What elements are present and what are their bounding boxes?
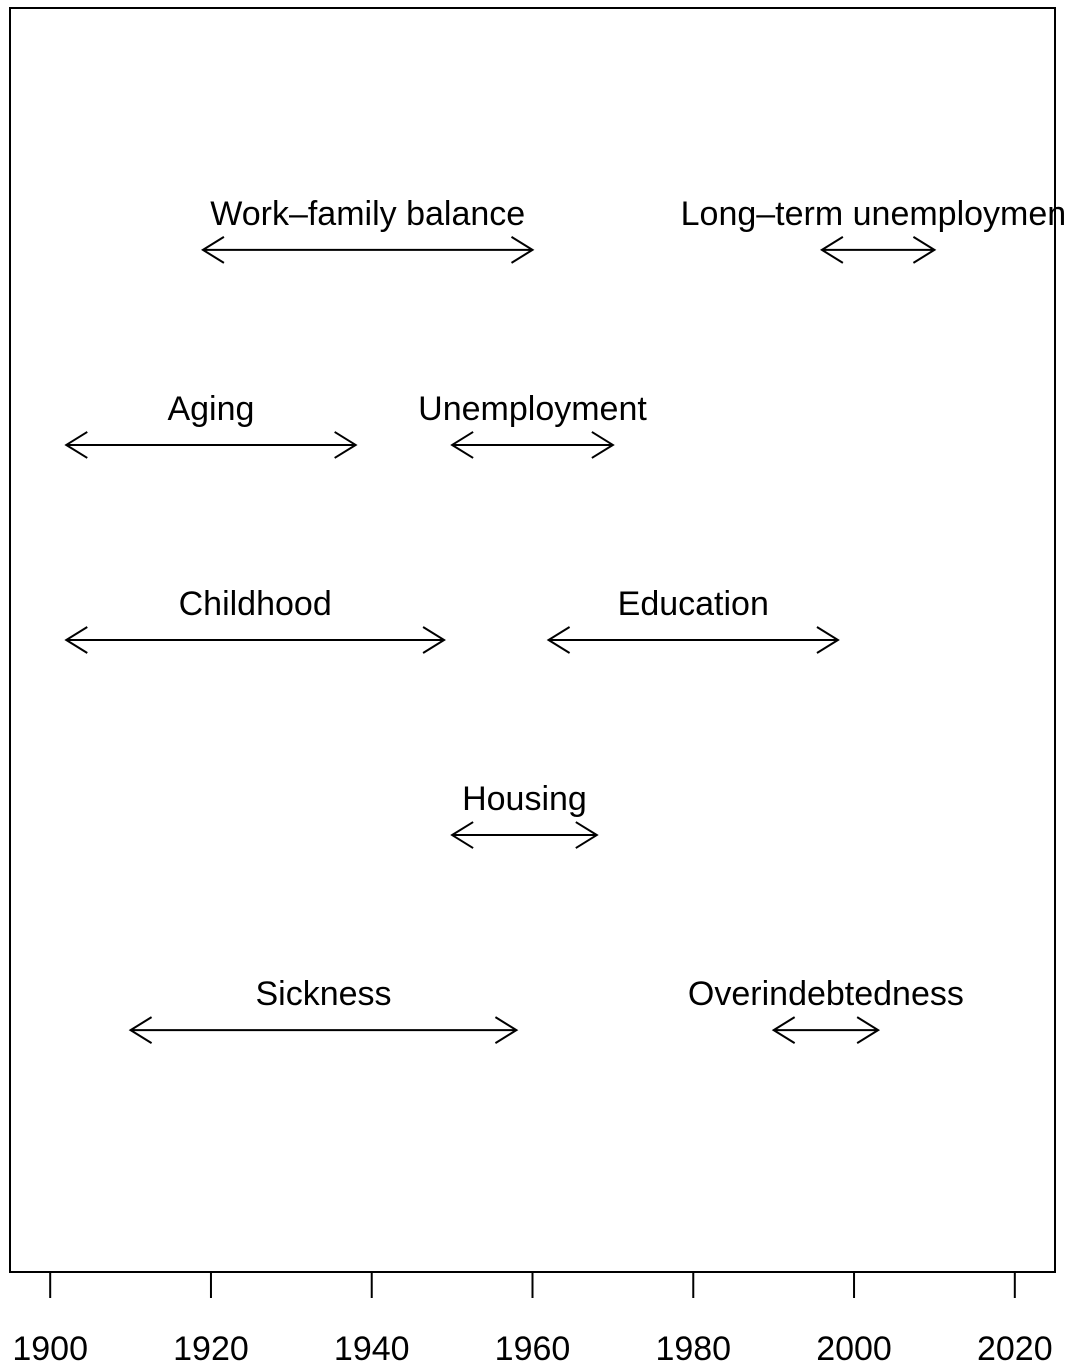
range-label: Housing — [462, 780, 587, 818]
range-label: Overindebtedness — [688, 975, 964, 1013]
arrow-path — [819, 236, 937, 264]
range-arrow — [64, 626, 446, 654]
range-arrow — [819, 236, 937, 264]
range-label: Long–term unemployment — [681, 195, 1065, 233]
x-tick-label: 1920 — [173, 1330, 249, 1368]
x-tick-label: 2020 — [977, 1330, 1053, 1368]
range-arrow — [450, 431, 615, 459]
arrow-path — [450, 821, 599, 849]
range-label: Aging — [167, 390, 254, 428]
x-tick-label: 1900 — [12, 1330, 88, 1368]
arrow-path — [64, 431, 358, 459]
x-tick-label: 2000 — [816, 1330, 892, 1368]
arrow-path — [450, 431, 615, 459]
range-label: Education — [618, 585, 769, 623]
arrow-path — [771, 1016, 881, 1044]
range-label: Work–family balance — [210, 195, 525, 233]
range-label: Unemployment — [418, 390, 647, 428]
range-arrow — [64, 431, 358, 459]
range-arrow — [450, 821, 599, 849]
range-arrow — [201, 236, 535, 264]
x-tick-label: 1940 — [334, 1330, 410, 1368]
range-label: Sickness — [255, 975, 391, 1013]
arrow-path — [128, 1016, 519, 1044]
arrow-path — [64, 626, 446, 654]
range-arrow — [771, 1016, 881, 1044]
range-arrow — [128, 1016, 519, 1044]
x-tick-label: 1960 — [495, 1330, 571, 1368]
x-tick-label: 1980 — [655, 1330, 731, 1368]
arrow-path — [546, 626, 840, 654]
range-label: Childhood — [179, 585, 332, 623]
arrow-path — [201, 236, 535, 264]
range-arrow — [546, 626, 840, 654]
